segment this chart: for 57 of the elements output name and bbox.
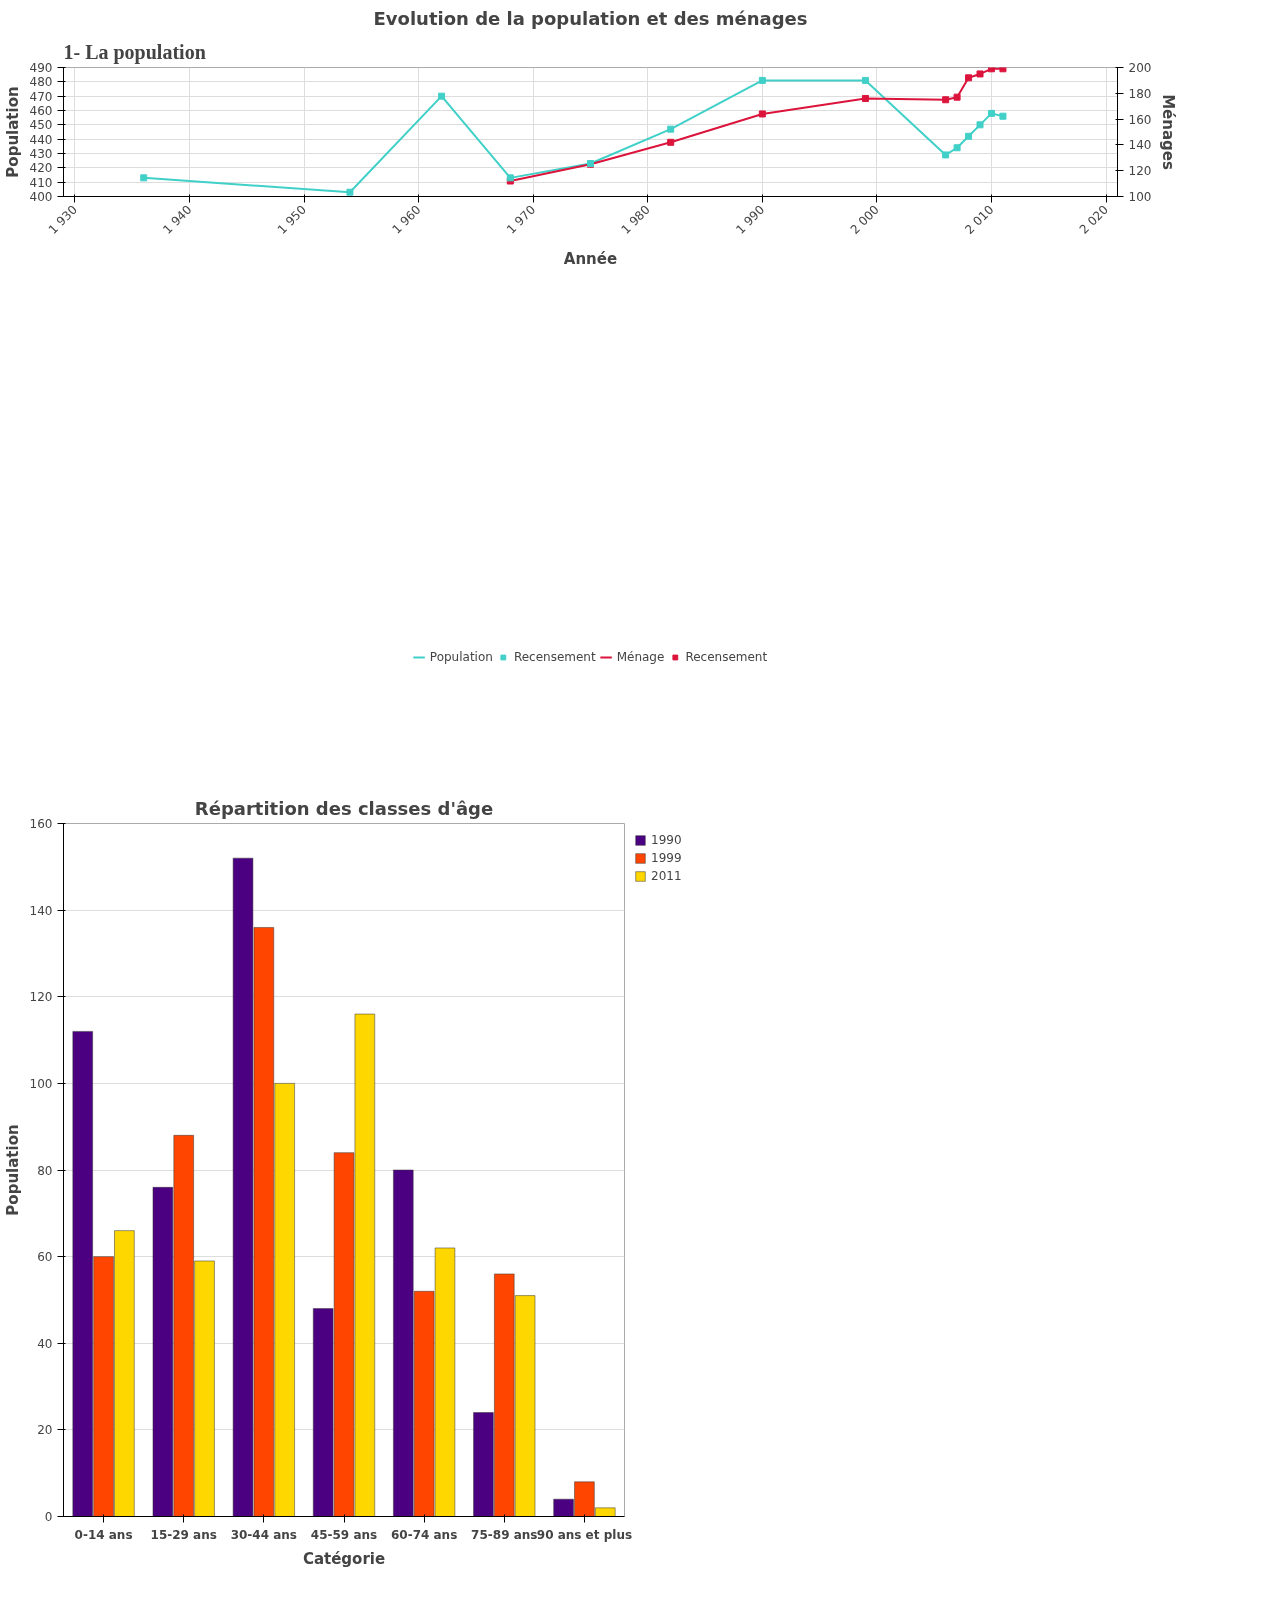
x-tick-label: 1 960: [389, 202, 424, 237]
legend-label: 2011: [651, 869, 682, 883]
legend-label: 1999: [651, 851, 682, 865]
y-tick-label: 140: [29, 903, 53, 918]
x-axis-title: Année: [563, 249, 618, 268]
y-tick-label: 0: [44, 1510, 53, 1524]
y2-tick-label: 200: [1128, 61, 1152, 75]
y2-axis-title: Ménages: [1159, 94, 1178, 170]
legend-label: 1990: [651, 833, 682, 847]
y-tick-label: 120: [29, 990, 53, 1005]
y-tick-label: 20: [37, 1423, 53, 1438]
x-tick-label: 45-59 ans: [310, 1527, 378, 1542]
y2-tick-label: 180: [1128, 86, 1152, 101]
legend-label: Recensement: [685, 649, 768, 664]
x-tick-label: 1 990: [733, 202, 768, 237]
y-axis-title: Population: [3, 86, 22, 178]
y-tick-label: 40: [37, 1336, 53, 1351]
y2-tick-label: 120: [1128, 164, 1152, 179]
x-tick-label: 1 930: [45, 202, 80, 237]
y-tick-label: 490: [29, 61, 53, 75]
x-axis-title: Catégorie: [302, 1549, 386, 1568]
y-tick-label: 160: [29, 817, 53, 831]
legend-label: Ménage: [616, 649, 665, 664]
text: 1- La population: [63, 40, 206, 64]
y2-tick-label: 160: [1128, 112, 1152, 127]
x-tick-label: 75-89 ans: [471, 1527, 538, 1542]
y-tick-label: 420: [29, 161, 53, 176]
legend-label: Population: [429, 649, 493, 664]
y-tick-label: 80: [37, 1163, 53, 1178]
x-tick-label: 2 000: [847, 202, 882, 237]
y-tick-label: 480: [29, 75, 53, 90]
x-tick-label: 1 940: [160, 202, 195, 237]
x-tick-label: 2 020: [1076, 202, 1111, 237]
y-axis-title: Population: [3, 1124, 22, 1216]
y-tick-label: 400: [29, 190, 53, 204]
x-tick-label: 60-74 ans: [390, 1527, 458, 1542]
x-tick-label: 1 980: [618, 202, 653, 237]
y-tick-label: 450: [29, 118, 53, 133]
y-tick-label: 60: [37, 1250, 53, 1265]
chart-title: Evolution de la population et des ménages: [373, 7, 808, 29]
y-tick-label: 460: [29, 104, 53, 118]
x-tick-label: 15-29 ans: [150, 1527, 217, 1542]
y-tick-label: 100: [29, 1076, 53, 1091]
x-tick-label: 2 010: [962, 202, 997, 237]
x-tick-label: 1 970: [503, 202, 539, 237]
y2-tick-label: 100: [1128, 190, 1152, 204]
x-tick-label: 30-44 ans: [230, 1527, 298, 1542]
y-tick-label: 470: [29, 89, 53, 104]
y-tick-label: 410: [29, 175, 53, 190]
x-tick-label: 0-14 ans: [74, 1527, 133, 1542]
y-tick-label: 430: [29, 147, 53, 161]
chart-title: Répartition des classes d'âge: [194, 797, 494, 819]
x-tick-label: 1 950: [274, 202, 310, 237]
x-tick-label: 90 ans et plus: [536, 1527, 633, 1542]
legend-label: Recensement: [513, 649, 596, 664]
y-tick-label: 440: [29, 132, 53, 147]
y2-tick-label: 140: [1128, 138, 1152, 153]
